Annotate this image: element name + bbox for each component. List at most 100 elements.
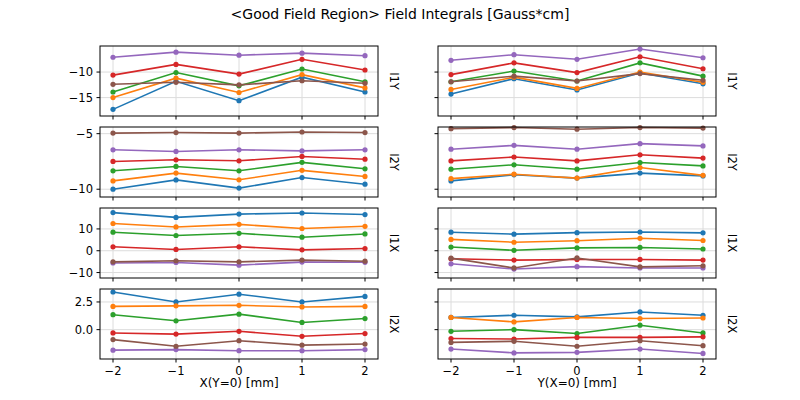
- series-marker-brown: [236, 259, 241, 264]
- series-marker-blue: [511, 313, 516, 318]
- series-marker-purple: [173, 50, 178, 55]
- series-marker-green: [362, 316, 367, 321]
- y-tick-label: −5: [76, 127, 93, 141]
- series-marker-green: [511, 162, 516, 167]
- series-marker-blue: [637, 309, 642, 314]
- series-marker-brown: [700, 263, 705, 268]
- series-marker-blue: [236, 212, 241, 217]
- series-marker-red: [574, 70, 579, 75]
- series-marker-orange: [511, 240, 516, 245]
- series-marker-red: [574, 158, 579, 163]
- series-marker-red: [700, 334, 705, 339]
- series-marker-orange: [448, 237, 453, 242]
- series-marker-green: [448, 244, 453, 249]
- series-marker-blue: [362, 294, 367, 299]
- series-marker-orange: [110, 304, 115, 309]
- series-marker-brown: [362, 259, 367, 264]
- series-marker-blue: [574, 230, 579, 235]
- subplot-i1x-right: I1X: [435, 208, 740, 282]
- series-marker-blue: [110, 210, 115, 215]
- series-marker-orange: [511, 319, 516, 324]
- subplot-i1y-right: I1Y: [435, 46, 740, 120]
- series-marker-blue: [637, 171, 642, 176]
- series-marker-brown: [110, 259, 115, 264]
- series-marker-red: [173, 247, 178, 252]
- series-marker-purple: [236, 348, 241, 353]
- series-marker-red: [236, 329, 241, 334]
- series-marker-purple: [574, 57, 579, 62]
- series-marker-purple: [299, 148, 304, 153]
- row-label-i2y-right: I2Y: [725, 153, 739, 172]
- series-marker-red: [236, 244, 241, 249]
- series-marker-red: [299, 334, 304, 339]
- series-marker-red: [236, 158, 241, 163]
- series-marker-orange: [299, 304, 304, 309]
- y-tick-label: 2.5: [75, 295, 93, 309]
- series-marker-brown: [700, 78, 705, 83]
- y-tick-label: −10: [69, 65, 93, 79]
- series-marker-green: [236, 312, 241, 317]
- series-marker-red: [700, 156, 705, 161]
- y-tick-label: −10: [69, 266, 93, 280]
- series-marker-red: [110, 73, 115, 78]
- series-marker-orange: [700, 173, 705, 178]
- row-label-i2x-right: I2X: [725, 315, 739, 334]
- series-marker-purple: [236, 147, 241, 152]
- series-marker-red: [700, 258, 705, 263]
- series-marker-brown: [110, 337, 115, 342]
- series-marker-blue: [700, 230, 705, 235]
- series-marker-orange: [448, 87, 453, 92]
- series-marker-blue: [110, 107, 115, 112]
- series-marker-green: [110, 168, 115, 173]
- series-marker-green: [362, 231, 367, 236]
- series-marker-red: [511, 258, 516, 263]
- series-marker-orange: [637, 316, 642, 321]
- series-marker-brown: [511, 74, 516, 79]
- series-marker-blue: [236, 186, 241, 191]
- series-marker-orange: [236, 222, 241, 227]
- series-marker-red: [448, 158, 453, 163]
- series-marker-red: [637, 257, 642, 262]
- series-marker-purple: [511, 143, 516, 148]
- series-marker-purple: [299, 51, 304, 56]
- series-marker-red: [299, 154, 304, 159]
- series-marker-red: [637, 54, 642, 59]
- series-marker-orange: [236, 177, 241, 182]
- row-label-i2x-left: I2X: [387, 315, 401, 334]
- series-marker-brown: [511, 339, 516, 344]
- series-marker-red: [173, 157, 178, 162]
- series-marker-brown: [236, 131, 241, 136]
- series-marker-orange: [299, 72, 304, 77]
- series-marker-red: [362, 157, 367, 162]
- series-marker-red: [362, 331, 367, 336]
- series-marker-orange: [574, 238, 579, 243]
- series-marker-purple: [110, 348, 115, 353]
- y-tick-label: −10: [69, 182, 93, 196]
- series-marker-blue: [299, 299, 304, 304]
- series-marker-green: [448, 167, 453, 172]
- series-marker-orange: [173, 171, 178, 176]
- series-marker-green: [362, 166, 367, 171]
- series-marker-red: [574, 335, 579, 340]
- series-marker-blue: [362, 212, 367, 217]
- series-marker-blue: [236, 292, 241, 297]
- series-marker-orange: [236, 303, 241, 308]
- series-marker-red: [299, 57, 304, 62]
- series-marker-brown: [299, 343, 304, 348]
- series-marker-orange: [362, 304, 367, 309]
- series-marker-orange: [110, 178, 115, 183]
- series-marker-red: [236, 72, 241, 77]
- series-marker-green: [299, 66, 304, 71]
- series-marker-orange: [299, 226, 304, 231]
- series-marker-red: [511, 154, 516, 159]
- series-marker-red: [511, 60, 516, 65]
- series-marker-orange: [236, 90, 241, 95]
- series-marker-green: [173, 70, 178, 75]
- series-marker-blue: [299, 175, 304, 180]
- series-marker-orange: [574, 315, 579, 320]
- series-marker-brown: [637, 338, 642, 343]
- series-marker-blue: [362, 182, 367, 187]
- series-marker-blue: [448, 230, 453, 235]
- series-marker-brown: [110, 131, 115, 136]
- series-marker-red: [299, 247, 304, 252]
